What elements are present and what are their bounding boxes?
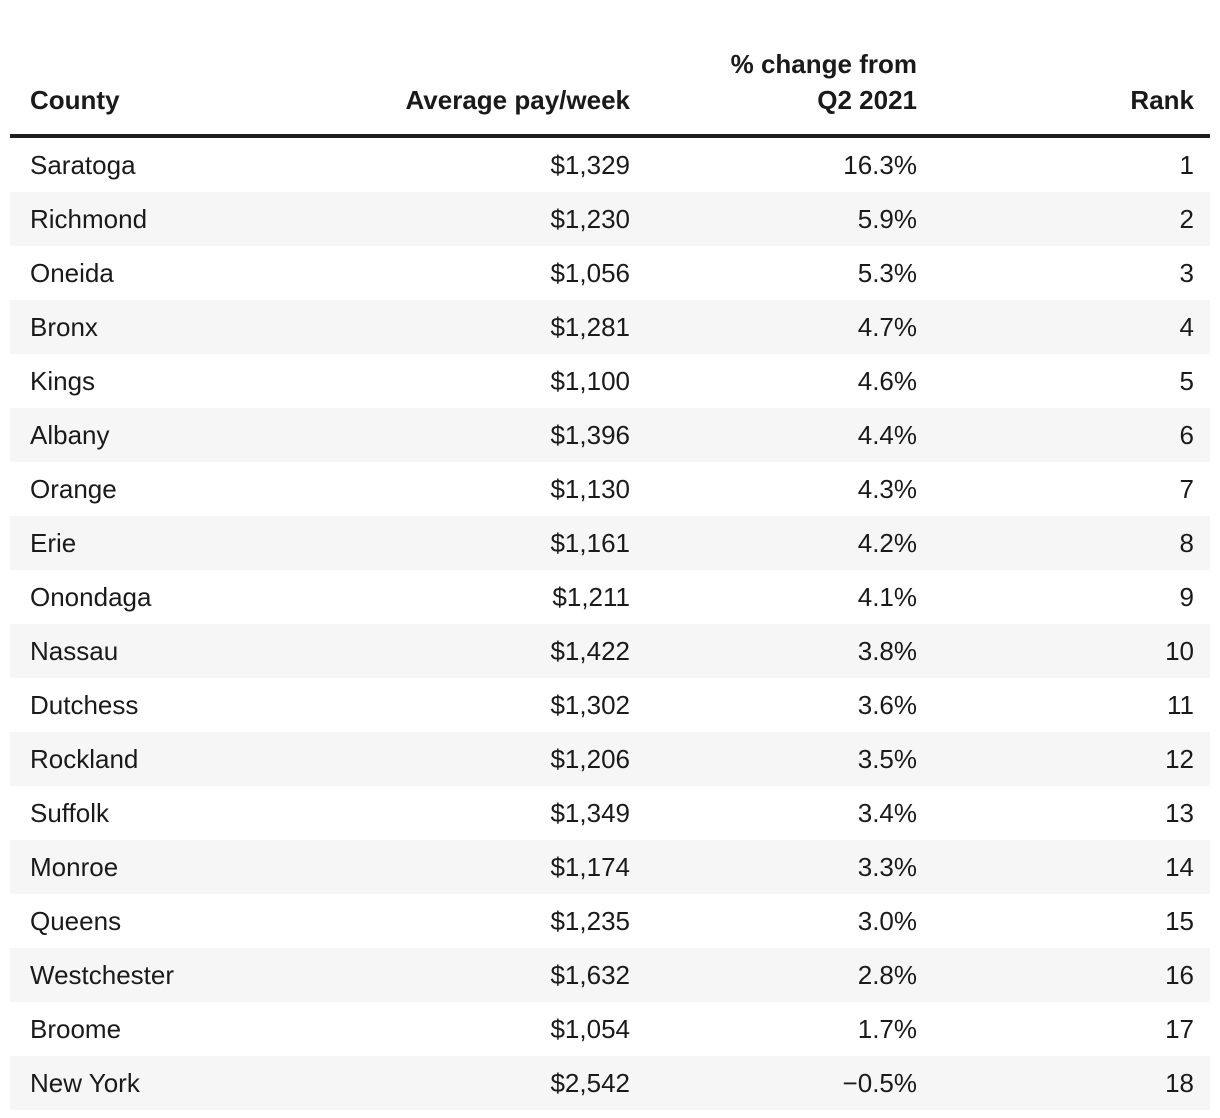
cell-change: 4.3%	[857, 474, 917, 504]
col-header-rank: Rank	[933, 0, 1210, 138]
table-row: Saratoga $1,329 16.3% 1	[10, 136, 1210, 192]
table-row: Rockland $1,206 3.5% 12	[10, 732, 1210, 786]
cell-change: 16.3%	[843, 150, 917, 180]
cell-rank: 2	[1179, 204, 1194, 234]
cell-change: 4.2%	[857, 528, 917, 558]
cell-rank: 13	[1165, 798, 1194, 828]
table-row: Onondaga $1,211 4.1% 9	[10, 570, 1210, 624]
cell-county: Dutchess	[30, 690, 139, 720]
cell-pay: $1,329	[550, 150, 630, 180]
cell-pay: $2,542	[550, 1068, 630, 1098]
cell-pay: $1,281	[550, 312, 630, 342]
table-header: County Average pay/week % change from Q2…	[10, 0, 1210, 138]
cell-rank: 17	[1165, 1014, 1194, 1044]
cell-rank: 12	[1165, 744, 1194, 774]
table-row: Queens $1,235 3.0% 15	[10, 894, 1210, 948]
cell-rank: 11	[1167, 690, 1194, 720]
cell-change: 4.7%	[857, 312, 917, 342]
cell-pay: $1,056	[550, 258, 630, 288]
cell-pay: $1,235	[550, 906, 630, 936]
cell-pay: $1,161	[550, 528, 630, 558]
col-header-percent-change: % change from Q2 2021	[646, 0, 933, 138]
cell-county: Rockland	[30, 744, 139, 774]
cell-change: 1.7%	[857, 1014, 917, 1044]
cell-county: Nassau	[30, 636, 119, 666]
cell-rank: 18	[1165, 1068, 1194, 1098]
table-body: Saratoga $1,329 16.3% 1 Richmond $1,230 5.9% 2 O…	[10, 136, 1210, 1110]
cell-change: −0.5%	[842, 1068, 917, 1098]
cell-change: 3.8%	[857, 636, 917, 666]
table-row: Broome $1,054 1.7% 17	[10, 1002, 1210, 1056]
cell-change: 3.5%	[857, 744, 917, 774]
cell-county: Oneida	[30, 258, 114, 288]
table-row: Richmond $1,230 5.9% 2	[10, 192, 1210, 246]
cell-county: Kings	[30, 366, 96, 396]
cell-rank: 4	[1179, 312, 1194, 342]
cell-pay: $1,349	[550, 798, 630, 828]
cell-change: 4.4%	[857, 420, 917, 450]
cell-rank: 15	[1165, 906, 1194, 936]
table-row: Suffolk $1,349 3.4% 13	[10, 786, 1210, 840]
cell-pay: $1,174	[550, 852, 630, 882]
cell-county: Broome	[30, 1014, 122, 1044]
cell-change: 3.3%	[857, 852, 917, 882]
table-row: Kings $1,100 4.6% 5	[10, 354, 1210, 408]
cell-pay: $1,054	[550, 1014, 630, 1044]
table-row: Oneida $1,056 5.3% 3	[10, 246, 1210, 300]
table-row: Westchester $1,632 2.8% 16	[10, 948, 1210, 1002]
cell-county: Onondaga	[30, 582, 152, 612]
cell-change: 4.6%	[857, 366, 917, 396]
cell-change: 5.3%	[857, 258, 917, 288]
cell-pay: $1,230	[550, 204, 630, 234]
cell-rank: 10	[1165, 636, 1194, 666]
cell-county: Albany	[30, 420, 110, 450]
cell-pay: $1,130	[550, 474, 630, 504]
cell-county: Suffolk	[30, 798, 110, 828]
cell-county: New York	[30, 1068, 140, 1098]
cell-pay: $1,422	[550, 636, 630, 666]
header-row: County Average pay/week % change from Q2…	[10, 0, 1210, 138]
cell-rank: 3	[1179, 258, 1194, 288]
cell-rank: 9	[1179, 582, 1194, 612]
cell-change: 3.0%	[857, 906, 917, 936]
cell-pay: $1,211	[552, 582, 630, 612]
cell-change: 2.8%	[857, 960, 917, 990]
col-header-county: County	[10, 0, 376, 138]
county-pay-table: County Average pay/week % change from Q2…	[10, 0, 1210, 1110]
cell-pay: $1,302	[550, 690, 630, 720]
cell-change: 3.6%	[857, 690, 917, 720]
table-row: Orange $1,130 4.3% 7	[10, 462, 1210, 516]
cell-rank: 16	[1165, 960, 1194, 990]
table-row: Monroe $1,174 3.3% 14	[10, 840, 1210, 894]
col-header-average-pay: Average pay/week	[376, 0, 646, 138]
cell-pay: $1,396	[550, 420, 630, 450]
cell-change: 5.9%	[857, 204, 917, 234]
cell-county: Richmond	[30, 204, 148, 234]
table-row: Nassau $1,422 3.8% 10	[10, 624, 1210, 678]
cell-change: 3.4%	[857, 798, 917, 828]
cell-county: Westchester	[30, 960, 175, 990]
cell-county: Erie	[30, 528, 77, 558]
cell-rank: 8	[1179, 528, 1194, 558]
cell-county: Queens	[30, 906, 122, 936]
cell-pay: $1,100	[550, 366, 630, 396]
cell-rank: 7	[1179, 474, 1194, 504]
table-row: Erie $1,161 4.2% 8	[10, 516, 1210, 570]
cell-rank: 6	[1179, 420, 1194, 450]
table-row: Albany $1,396 4.4% 6	[10, 408, 1210, 462]
cell-county: Monroe	[30, 852, 119, 882]
cell-rank: 14	[1165, 852, 1194, 882]
cell-county: Bronx	[30, 312, 98, 342]
cell-pay: $1,632	[550, 960, 630, 990]
table-row: Dutchess $1,302 3.6% 11	[10, 678, 1210, 732]
table-row: Bronx $1,281 4.7% 4	[10, 300, 1210, 354]
cell-pay: $1,206	[550, 744, 630, 774]
cell-county: Saratoga	[30, 150, 136, 180]
cell-county: Orange	[30, 474, 117, 504]
cell-rank: 1	[1179, 150, 1194, 180]
cell-rank: 5	[1179, 366, 1194, 396]
cell-change: 4.1%	[857, 582, 917, 612]
table-row: New York $2,542 −0.5% 18	[10, 1056, 1210, 1110]
